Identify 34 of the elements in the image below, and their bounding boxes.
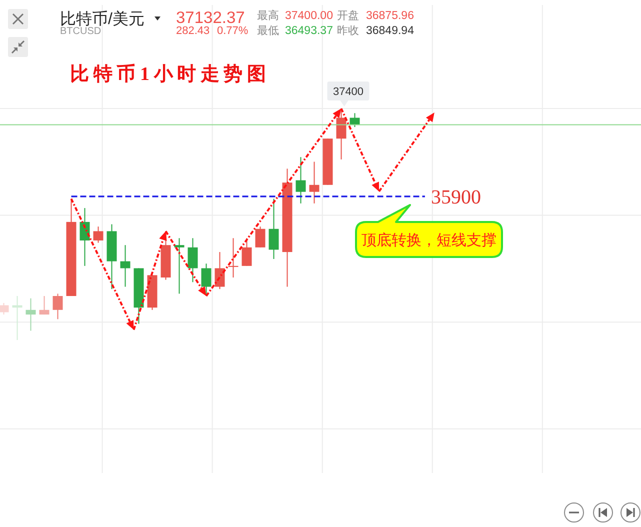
text: 最低	[257, 25, 279, 37]
text: 0.77%	[217, 25, 248, 37]
text: 35900	[430, 186, 481, 208]
text: 比特币/美元	[60, 10, 144, 28]
text: 36875.96	[366, 10, 414, 22]
candlestick	[26, 298, 36, 332]
candlestick	[201, 263, 212, 297]
text: 开盘	[337, 10, 359, 22]
text: 最高	[257, 9, 279, 22]
text: 282.43	[176, 25, 210, 37]
candlestick	[228, 238, 238, 278]
candlestick	[188, 238, 198, 283]
chart-title: 比特币1小时走势图	[70, 63, 266, 85]
candlestick	[174, 238, 184, 294]
candlestick	[255, 226, 266, 248]
text: 昨收	[337, 25, 359, 37]
text: 36849.94	[366, 25, 415, 37]
candlestick	[39, 296, 50, 316]
candlestick	[309, 161, 320, 204]
candlestick	[242, 238, 252, 266]
text: 37132.37	[176, 9, 245, 27]
candlestick	[93, 226, 104, 244]
text: 37400	[332, 86, 364, 98]
candlestick	[120, 244, 130, 288]
annotation: 顶底转换，短线支撑	[362, 232, 496, 249]
text: 37400.00	[285, 10, 333, 22]
candlestick	[268, 198, 279, 260]
candlestick	[336, 108, 346, 160]
candlestick	[214, 252, 225, 290]
candlestick	[0, 302, 9, 316]
candlestick	[52, 293, 63, 320]
text: BTCUSD	[60, 26, 102, 37]
text: 36493.37	[285, 25, 333, 37]
candlestick	[296, 156, 306, 204]
